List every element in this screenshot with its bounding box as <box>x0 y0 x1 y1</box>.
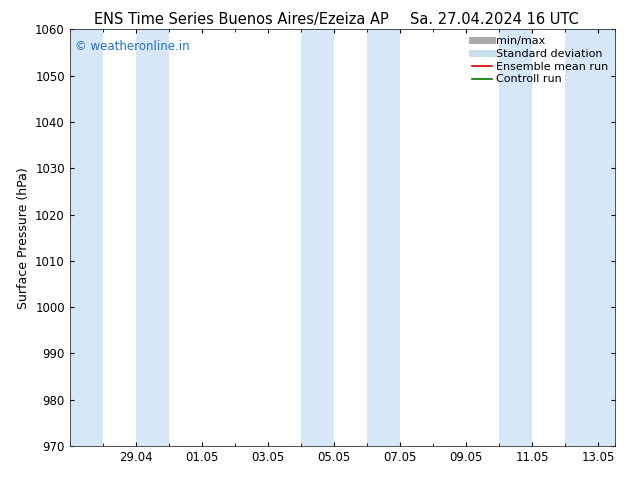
Text: © weatheronline.in: © weatheronline.in <box>75 40 190 53</box>
Y-axis label: Surface Pressure (hPa): Surface Pressure (hPa) <box>16 167 30 309</box>
Text: ENS Time Series Buenos Aires/Ezeiza AP: ENS Time Series Buenos Aires/Ezeiza AP <box>94 12 388 27</box>
Bar <box>500 29 533 446</box>
Bar <box>70 29 103 446</box>
Bar <box>136 29 169 446</box>
Bar <box>301 29 334 446</box>
Text: Sa. 27.04.2024 16 UTC: Sa. 27.04.2024 16 UTC <box>410 12 579 27</box>
Bar <box>367 29 400 446</box>
Bar <box>566 29 615 446</box>
Legend: min/max, Standard deviation, Ensemble mean run, Controll run: min/max, Standard deviation, Ensemble me… <box>469 33 612 88</box>
